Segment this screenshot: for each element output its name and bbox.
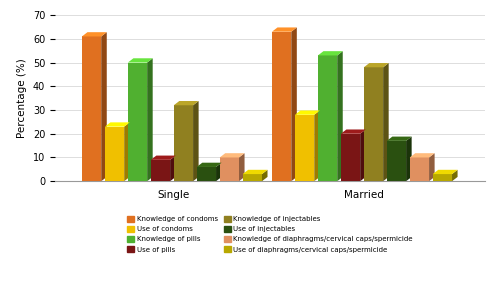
Bar xyxy=(196,167,216,181)
Bar xyxy=(410,157,429,181)
Polygon shape xyxy=(216,163,222,181)
Polygon shape xyxy=(170,156,175,181)
Polygon shape xyxy=(151,156,176,160)
Polygon shape xyxy=(124,122,130,181)
Polygon shape xyxy=(272,27,297,32)
Bar xyxy=(295,115,314,181)
Polygon shape xyxy=(410,153,434,157)
Legend: Knowledge of condoms, Use of condoms, Knowledge of pills, Use of pills, Knowledg: Knowledge of condoms, Use of condoms, Kn… xyxy=(126,214,414,254)
Bar xyxy=(105,127,124,181)
Text: Married: Married xyxy=(344,190,384,200)
Bar xyxy=(318,56,337,181)
Polygon shape xyxy=(360,130,366,181)
Polygon shape xyxy=(364,63,388,67)
Polygon shape xyxy=(193,101,198,181)
Polygon shape xyxy=(239,153,244,181)
Y-axis label: Percentage (%): Percentage (%) xyxy=(18,58,28,138)
Bar xyxy=(272,32,291,181)
Polygon shape xyxy=(82,32,107,37)
Polygon shape xyxy=(406,137,411,181)
Polygon shape xyxy=(341,130,365,134)
Polygon shape xyxy=(220,153,244,157)
Polygon shape xyxy=(128,58,152,63)
Polygon shape xyxy=(105,122,130,127)
Polygon shape xyxy=(337,51,342,181)
Text: Single: Single xyxy=(158,190,190,200)
Bar xyxy=(128,63,147,181)
Polygon shape xyxy=(147,58,152,181)
Polygon shape xyxy=(387,137,411,141)
Polygon shape xyxy=(174,101,199,105)
Polygon shape xyxy=(429,153,434,181)
Polygon shape xyxy=(101,32,107,181)
Polygon shape xyxy=(292,27,297,181)
Polygon shape xyxy=(314,111,320,181)
Polygon shape xyxy=(383,63,388,181)
Bar xyxy=(387,141,406,181)
Polygon shape xyxy=(196,163,222,167)
Bar xyxy=(174,105,193,181)
Polygon shape xyxy=(432,170,458,174)
Bar xyxy=(82,37,101,181)
Polygon shape xyxy=(295,111,320,115)
Bar xyxy=(151,160,170,181)
Bar xyxy=(364,67,383,181)
Bar xyxy=(220,157,239,181)
Bar xyxy=(341,134,360,181)
Polygon shape xyxy=(318,51,342,56)
Polygon shape xyxy=(452,170,458,181)
Polygon shape xyxy=(242,170,268,174)
Bar xyxy=(242,174,262,181)
Polygon shape xyxy=(262,170,268,181)
Bar xyxy=(432,174,452,181)
